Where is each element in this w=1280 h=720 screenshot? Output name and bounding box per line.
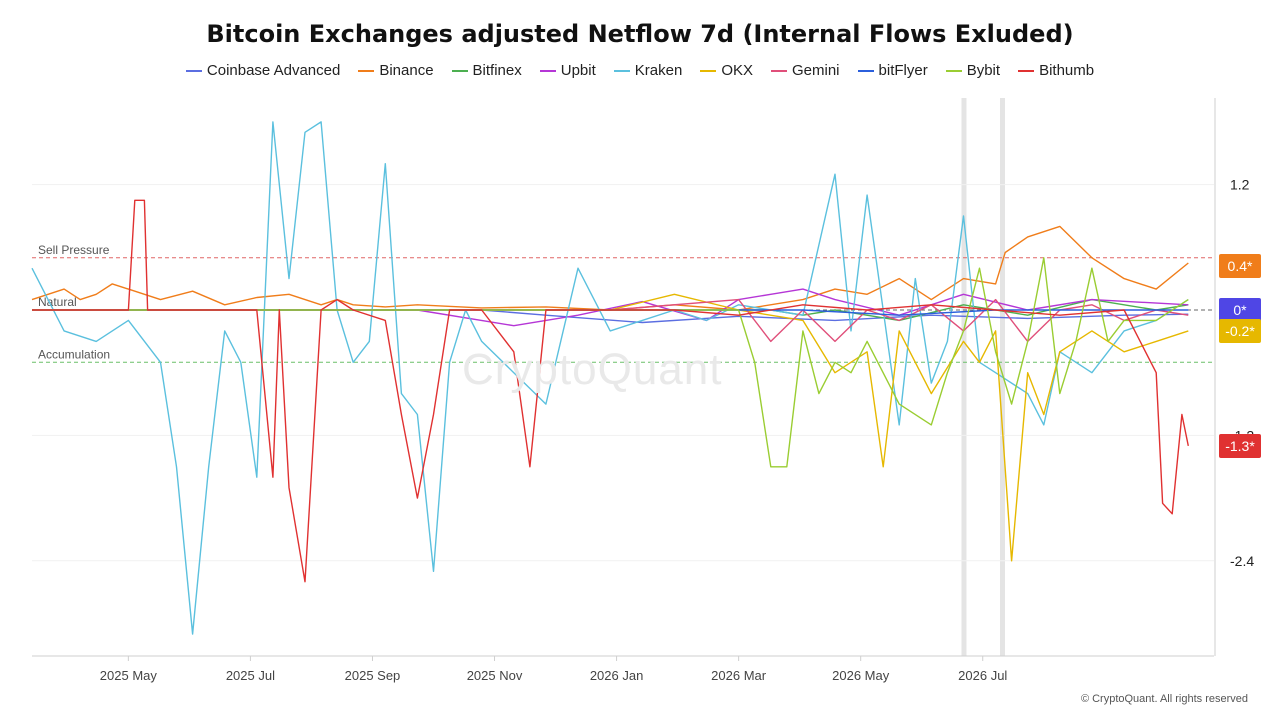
x-tick-label: 2025 Nov (467, 668, 523, 683)
legend-item[interactable]: Coinbase Advanced (185, 62, 341, 79)
legend-swatch (1018, 69, 1035, 72)
legend-swatch (613, 69, 630, 72)
reference-line-label: Sell Pressure (38, 243, 110, 257)
value-badge: 0.4* (1219, 254, 1261, 278)
value-badge: -1.3* (1219, 434, 1261, 458)
highlight-band-0 (961, 98, 967, 656)
legend-swatch (539, 69, 556, 72)
x-tick-label: 2025 May (100, 668, 158, 683)
chart-title: Bitcoin Exchanges adjusted Netflow 7d (I… (206, 20, 1074, 48)
legend-swatch (945, 69, 962, 72)
series-line-bithumb (32, 199, 1189, 583)
reference-line-label: Natural (38, 295, 77, 309)
legend-swatch (358, 69, 375, 72)
legend-item[interactable]: Bithumb (1018, 62, 1094, 79)
legend-label: Upbit (560, 62, 596, 79)
y-tick-label: 1.2 (1230, 177, 1250, 193)
x-tick-label: 2025 Jul (226, 668, 275, 683)
value-badge: 0* (1219, 298, 1261, 322)
legend-label: Gemini (792, 62, 840, 79)
series-line-upbit (32, 288, 1189, 327)
legend-label: Binance (379, 62, 434, 79)
series-line-binance (31, 225, 1189, 311)
x-tick-label: 2026 Mar (711, 668, 767, 683)
legend-item[interactable]: Kraken (613, 62, 683, 79)
copyright-footer: © CryptoQuant. All rights reserved (1080, 693, 1248, 705)
legend-item[interactable]: bitFlyer (857, 62, 928, 79)
series-line-okx (32, 293, 1189, 562)
reference-line-label: Accumulation (38, 347, 110, 361)
legend-swatch (857, 69, 874, 72)
watermark: CryptoQuant (462, 345, 723, 394)
legend-item[interactable]: OKX (700, 62, 753, 79)
legend-item[interactable]: Bybit (945, 62, 1001, 79)
legend-label: Bybit (966, 62, 1001, 79)
legend-label: Coinbase Advanced (206, 62, 341, 79)
value-badge: -0.2* (1219, 319, 1261, 343)
legend-swatch (451, 69, 468, 72)
legend-label: Kraken (634, 62, 683, 79)
legend-swatch (700, 69, 717, 72)
legend-item[interactable]: Gemini (771, 62, 840, 79)
legend-item[interactable]: Bitfinex (451, 62, 522, 79)
legend-swatch (771, 69, 787, 72)
legend-label: OKX (721, 62, 753, 79)
legend: Coinbase Advanced Binance Bitfinex Upbit Kra… (0, 62, 1280, 79)
x-tick-label: 2026 Jul (958, 668, 1007, 683)
legend-item[interactable]: Upbit (539, 62, 596, 79)
series-line-kraken (31, 121, 1189, 635)
legend-swatch (185, 69, 202, 72)
series-line-bybit (32, 257, 1189, 468)
legend-label: bitFlyer (878, 62, 928, 79)
x-tick-label: 2025 Sep (345, 668, 401, 683)
legend-label: Bithumb (1039, 62, 1095, 79)
x-tick-label: 2026 Jan (590, 668, 644, 683)
x-tick-label: 2026 May (832, 668, 890, 683)
legend-label: Bitfinex (472, 62, 522, 79)
y-tick-label: -2.4 (1230, 553, 1254, 569)
legend-item[interactable]: Binance (358, 62, 434, 79)
